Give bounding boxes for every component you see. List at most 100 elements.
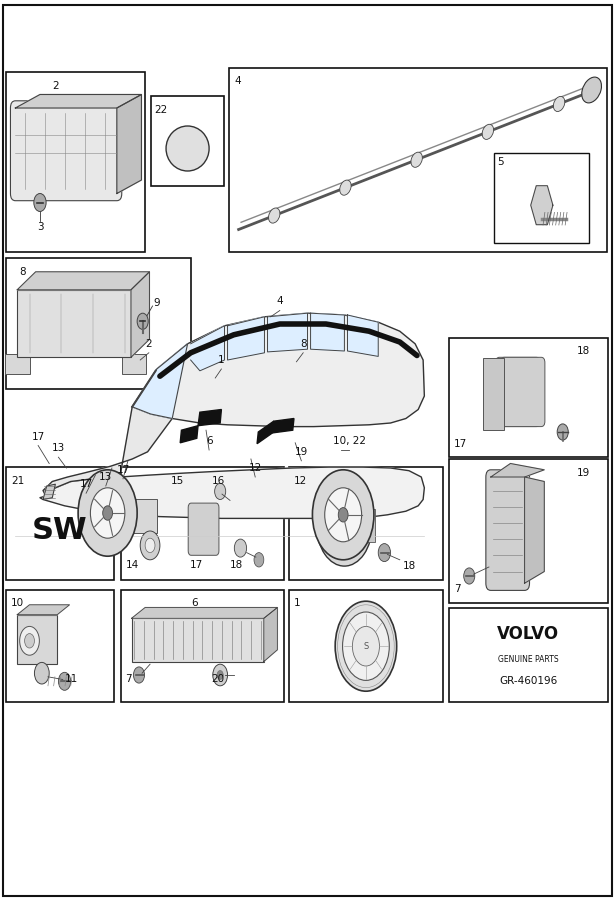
Text: 6: 6 (206, 436, 212, 446)
Text: 1: 1 (294, 598, 301, 608)
Circle shape (317, 485, 372, 566)
Text: 19: 19 (295, 446, 308, 457)
Text: 17: 17 (189, 560, 203, 571)
FancyBboxPatch shape (486, 470, 530, 590)
Circle shape (103, 506, 113, 520)
Circle shape (215, 483, 226, 500)
Ellipse shape (166, 126, 209, 171)
Circle shape (90, 488, 125, 538)
Circle shape (343, 612, 389, 680)
Polygon shape (198, 410, 221, 426)
Text: 7: 7 (125, 674, 132, 685)
Bar (6, 590, 114, 702)
Polygon shape (17, 605, 69, 615)
Polygon shape (43, 484, 55, 500)
Polygon shape (491, 464, 544, 477)
Text: 13: 13 (52, 443, 65, 454)
Text: 11: 11 (65, 674, 78, 685)
Ellipse shape (411, 152, 423, 167)
Circle shape (338, 517, 351, 535)
Bar (229, 68, 607, 252)
Bar (121, 467, 284, 580)
Polygon shape (347, 315, 378, 356)
Circle shape (140, 531, 160, 560)
Circle shape (145, 538, 155, 553)
Text: 5: 5 (497, 157, 504, 167)
Text: 15: 15 (171, 475, 184, 486)
Text: 2: 2 (146, 338, 152, 349)
Text: 12: 12 (248, 463, 262, 473)
Ellipse shape (269, 208, 280, 223)
Circle shape (335, 601, 397, 691)
Circle shape (234, 539, 247, 557)
Text: 17: 17 (79, 479, 93, 490)
Text: S: S (363, 642, 368, 651)
Polygon shape (132, 608, 277, 618)
Text: 10: 10 (11, 598, 24, 608)
Text: 8: 8 (300, 338, 306, 349)
Circle shape (378, 544, 391, 562)
Circle shape (137, 313, 148, 329)
Text: 4: 4 (277, 296, 283, 307)
Polygon shape (525, 477, 544, 583)
Text: 19: 19 (577, 467, 590, 478)
Text: 2: 2 (52, 80, 58, 91)
Polygon shape (228, 317, 264, 360)
Text: 13: 13 (99, 472, 113, 482)
Text: 9: 9 (154, 298, 161, 309)
Bar (125, 506, 133, 524)
Text: 18: 18 (230, 560, 244, 571)
Circle shape (34, 662, 49, 684)
Text: 18: 18 (403, 561, 416, 572)
Bar (6, 72, 145, 252)
Text: 22: 22 (154, 104, 168, 115)
Circle shape (338, 508, 348, 522)
Bar (289, 590, 443, 702)
Circle shape (58, 672, 71, 690)
Bar (122, 354, 146, 373)
Bar (483, 358, 504, 430)
Polygon shape (132, 344, 188, 418)
Circle shape (329, 503, 360, 548)
Bar (449, 608, 608, 702)
Text: 3: 3 (37, 221, 43, 232)
Text: 17: 17 (454, 438, 467, 449)
FancyBboxPatch shape (496, 357, 540, 427)
Circle shape (217, 670, 223, 680)
Bar (132, 499, 157, 533)
Polygon shape (131, 272, 149, 357)
Text: 1: 1 (218, 355, 224, 365)
Bar (132, 618, 264, 662)
Polygon shape (15, 94, 141, 108)
Circle shape (213, 664, 228, 686)
Polygon shape (132, 313, 424, 427)
Ellipse shape (582, 77, 601, 103)
Text: 16: 16 (212, 475, 225, 486)
Bar (5, 354, 30, 373)
Bar (289, 467, 443, 580)
Circle shape (352, 626, 379, 666)
Bar (17, 290, 131, 357)
Polygon shape (311, 313, 344, 351)
Text: VOLVO: VOLVO (497, 625, 560, 643)
Text: 20: 20 (212, 674, 224, 685)
Circle shape (78, 470, 137, 556)
FancyBboxPatch shape (10, 101, 122, 201)
Polygon shape (257, 421, 274, 444)
Text: 18: 18 (577, 346, 590, 356)
Text: SW: SW (32, 516, 88, 545)
Polygon shape (531, 185, 553, 225)
Bar (360, 509, 375, 542)
Circle shape (25, 634, 34, 648)
Polygon shape (43, 407, 172, 497)
Polygon shape (40, 467, 424, 518)
FancyBboxPatch shape (501, 357, 545, 427)
Text: 21: 21 (11, 475, 25, 486)
Polygon shape (264, 608, 277, 662)
Polygon shape (180, 426, 198, 443)
Bar (17, 615, 57, 664)
Circle shape (34, 194, 46, 212)
Bar (6, 467, 114, 580)
Circle shape (20, 626, 39, 655)
Text: 12: 12 (294, 475, 308, 486)
